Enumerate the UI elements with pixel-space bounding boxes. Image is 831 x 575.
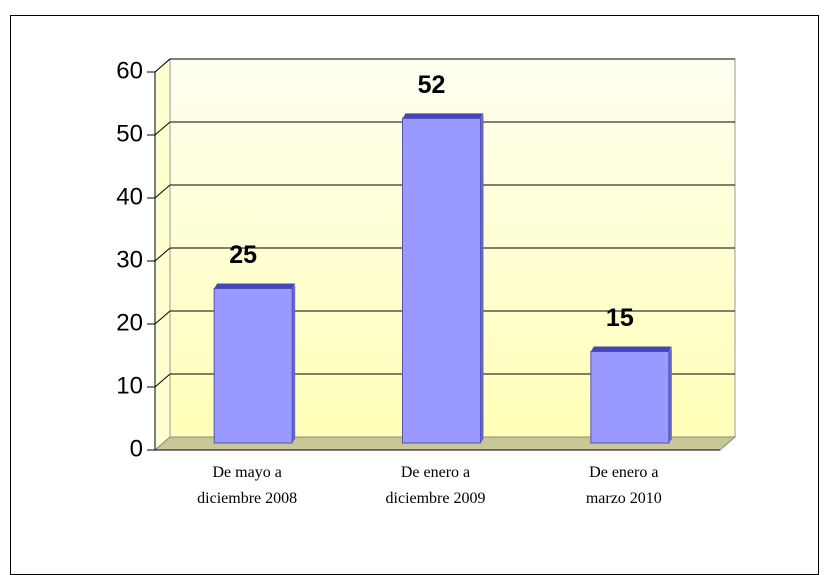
grid-line-side (154, 58, 171, 73)
grid-line-side (154, 247, 171, 262)
bar (213, 288, 293, 444)
y-tick-label: 50 (116, 120, 143, 147)
data-label: 25 (229, 241, 257, 269)
grid-line-side (154, 373, 171, 388)
bar-side (668, 347, 672, 443)
bar-side (480, 114, 484, 444)
y-tick-label: 60 (116, 57, 143, 84)
x-tick-label: De mayo a diciembre 2008 (197, 464, 298, 507)
bar-top (590, 346, 672, 352)
y-tick-label: 30 (116, 246, 143, 273)
y-tick-label: 20 (116, 309, 143, 336)
bar (590, 351, 670, 444)
bar-top (402, 113, 484, 119)
x-tick-label: De enero a diciembre 2009 (385, 464, 486, 507)
bar-side (292, 284, 296, 443)
grid-line-side (154, 310, 171, 325)
data-label: 52 (418, 71, 446, 99)
grid-line-side (154, 121, 171, 136)
x-tick-label: De enero a marzo 2010 (585, 464, 662, 507)
data-label: 15 (606, 304, 634, 332)
chart: 0 10 20 30 40 50 60 25 52 15 (116, 57, 737, 462)
y-tick-label: 10 (116, 372, 143, 399)
grid-line-side (154, 184, 171, 199)
y-tick-label: 40 (116, 183, 143, 210)
y-tick-label: 0 (130, 435, 143, 462)
bar-top (214, 283, 296, 289)
bar (402, 117, 481, 444)
